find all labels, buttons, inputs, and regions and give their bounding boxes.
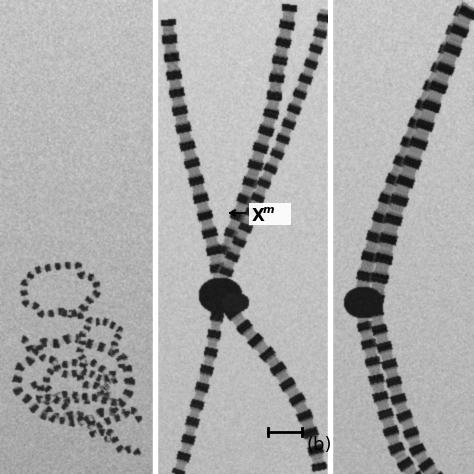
Bar [153, 0, 158, 474]
Bar [328, 0, 333, 474]
Text: X: X [252, 207, 265, 225]
Text: (b): (b) [307, 436, 332, 454]
Text: m: m [263, 205, 274, 215]
Bar [249, 203, 291, 225]
